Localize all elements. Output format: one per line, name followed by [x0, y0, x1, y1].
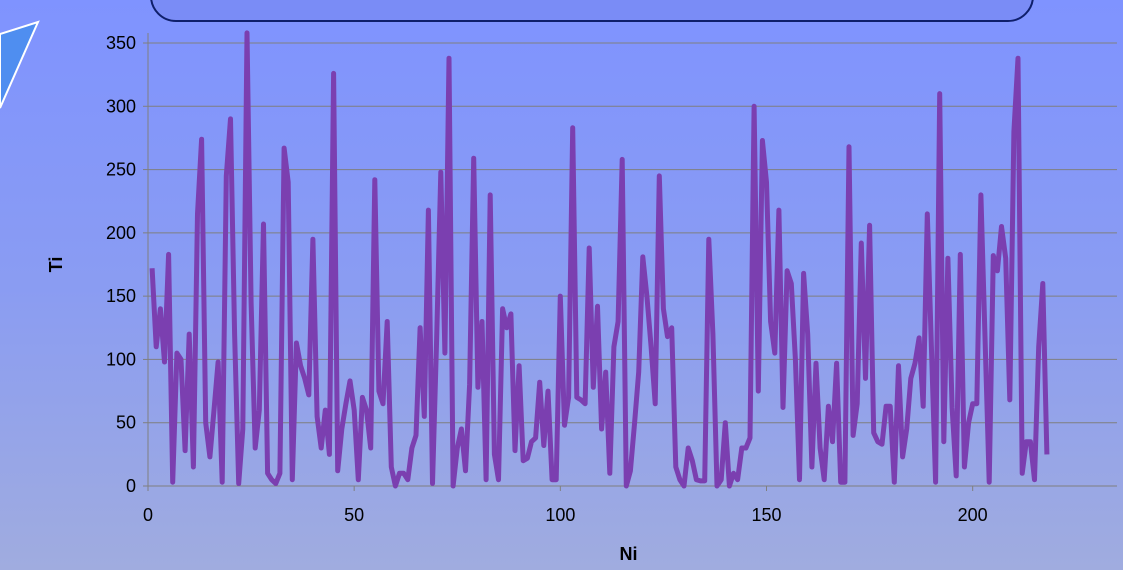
x-tick-label: 50 — [344, 505, 364, 525]
y-axis-title: Ti — [46, 257, 66, 273]
y-tick-label: 50 — [116, 413, 136, 433]
slide-tab-decoration — [0, 20, 40, 109]
y-tick-label: 150 — [106, 286, 136, 306]
x-tick-label: 0 — [143, 505, 153, 525]
y-tick-label: 250 — [106, 160, 136, 180]
y-tick-label: 350 — [106, 33, 136, 53]
y-tick-label: 100 — [106, 349, 136, 369]
y-tick-label: 200 — [106, 223, 136, 243]
x-axis-title: Ni — [620, 544, 638, 564]
y-tick-label: 0 — [126, 476, 136, 496]
x-tick-label: 150 — [751, 505, 781, 525]
y-tick-label: 300 — [106, 96, 136, 116]
y-tick-labels: 0 50 100 150 200 250 300 350 — [106, 33, 136, 496]
x-tick-label: 200 — [958, 505, 988, 525]
axes — [143, 33, 1117, 491]
x-tick-label: 100 — [545, 505, 575, 525]
series-line — [149, 30, 1050, 489]
x-tick-labels: 0 50 100 150 200 — [143, 505, 988, 525]
